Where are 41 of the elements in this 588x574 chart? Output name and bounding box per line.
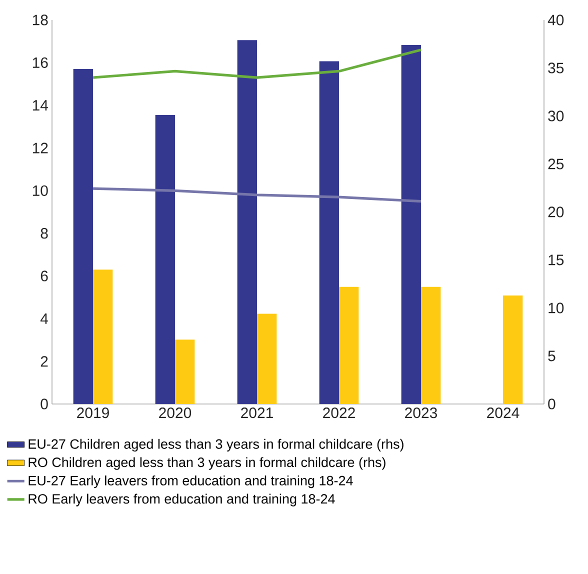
y2-tick-label: 0 [548,398,556,410]
bar [503,296,523,404]
bar [421,286,441,404]
x-tick-label: 2021 [241,408,273,418]
y2-tick-label: 5 [548,350,556,362]
y-tick-label: 2 [40,356,48,367]
y-tick-label: 12 [32,142,48,154]
line-series [92,187,422,203]
bar [73,68,94,404]
bar [93,270,113,404]
y-tick-label: 8 [40,228,48,239]
bar [401,44,422,404]
y-tick-label: 10 [32,185,48,196]
bar [339,286,359,404]
y2-tick-label: 35 [548,62,564,74]
bar [155,115,176,404]
y-tick-label: 0 [40,398,48,410]
y2-tick-label: 25 [548,158,564,170]
x-tick-label: 2019 [77,408,109,418]
legend-label: RO Early leavers from education and training 18-24 [28,494,335,506]
legend-label: EU-27 Early leavers from education and training 18-24 [28,475,353,488]
y2-tick-label: 20 [548,206,564,218]
x-tick-label: 2023 [405,408,438,418]
x-tick-label: 2024 [487,408,520,418]
x-tick-label: 2022 [323,408,355,418]
y-tick-label: 4 [40,314,48,324]
y-tick-label: 16 [32,57,48,68]
x-tick-label: 2020 [159,408,192,418]
y-tick-label: 6 [40,270,48,282]
y2-tick-label: 15 [548,254,564,266]
bar [237,40,257,404]
bar [257,314,277,404]
legend-label: EU-27 Children aged less than 3 years in formal childcare (rhs) [28,438,404,452]
bar [319,61,339,404]
bar [175,340,195,404]
y-tick-label: 14 [32,100,48,110]
y-tick-label: 18 [32,14,48,26]
y2-tick-label: 30 [548,110,564,122]
y2-tick-label: 10 [548,302,564,314]
legend-label: RO Children aged less than 3 years in formal childcare (rhs) [28,457,386,470]
y2-tick-label: 40 [548,14,564,26]
